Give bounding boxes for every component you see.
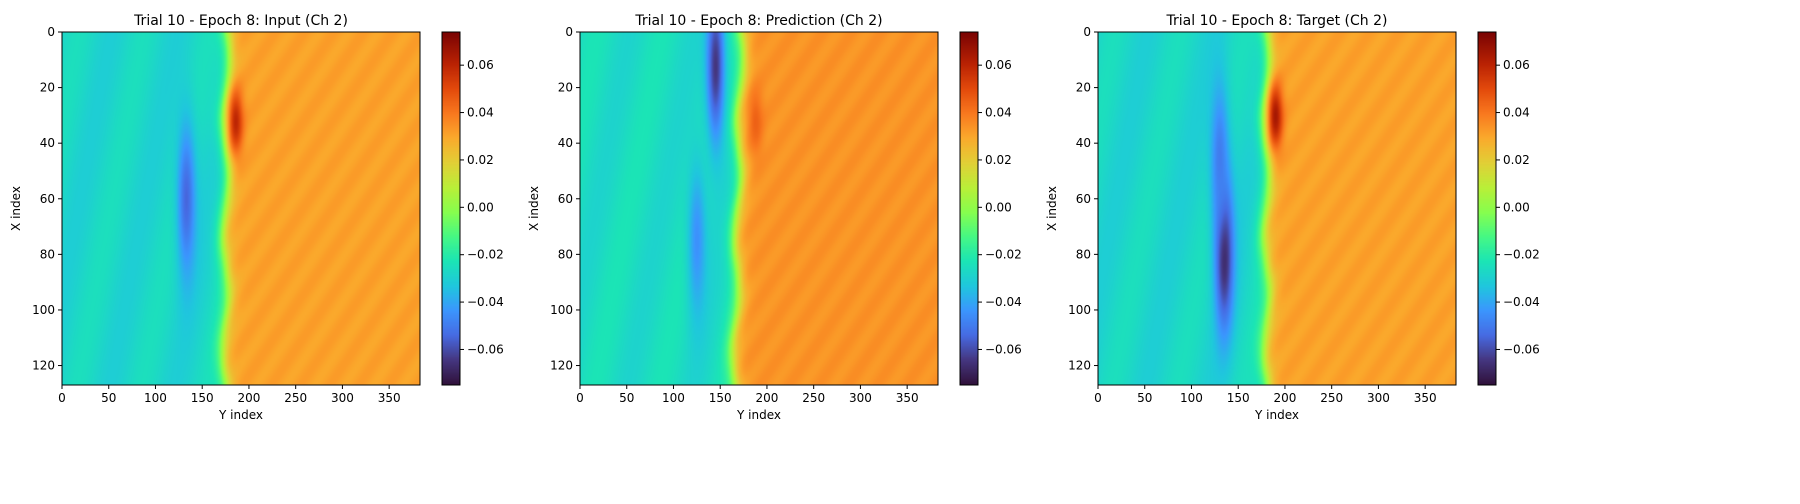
colorbar-tick-label: 0.04 [1503, 106, 1530, 120]
x-tick-label: 250 [284, 391, 307, 405]
colorbar-frame [441, 31, 461, 386]
x-tick-label: 50 [101, 391, 116, 405]
x-tick-label: 100 [1180, 391, 1203, 405]
y-tick-label: 120 [32, 359, 55, 373]
y-tick-label: 100 [1068, 303, 1091, 317]
y-axis-label: X index [1045, 186, 1059, 231]
x-axis-label: Y index [736, 408, 781, 422]
colorbar-tick-label: 0.02 [1503, 153, 1530, 167]
y-tick-label: 120 [1068, 359, 1091, 373]
y-tick-label: 60 [1076, 192, 1091, 206]
x-tick-label: 300 [1367, 391, 1390, 405]
colorbar-tick-label: 0.06 [985, 58, 1012, 72]
x-tick-label: 200 [1273, 391, 1296, 405]
y-tick-label: 80 [558, 247, 573, 261]
colorbar-frame [959, 31, 979, 386]
y-tick-label: 40 [1076, 136, 1091, 150]
y-tick-label: 60 [40, 192, 55, 206]
x-tick-label: 250 [802, 391, 825, 405]
colorbar-tick-label: 0.04 [985, 106, 1012, 120]
colorbar-frame [1477, 31, 1497, 386]
x-axis-label: Y index [1254, 408, 1299, 422]
colorbar-tick-label: 0.02 [985, 153, 1012, 167]
colorbar-tick-label: −0.02 [1503, 248, 1540, 262]
x-tick-label: 350 [896, 391, 919, 405]
x-tick-label: 0 [1094, 391, 1102, 405]
y-tick-label: 0 [47, 25, 55, 39]
plot-frame [1097, 31, 1457, 386]
colorbar-tick-label: −0.06 [985, 342, 1022, 356]
heatmap-image [62, 32, 420, 385]
chart-title: Trial 10 - Epoch 8: Input (Ch 2) [133, 13, 348, 29]
y-tick-label: 20 [558, 81, 573, 95]
y-tick-label: 80 [40, 247, 55, 261]
y-tick-label: 60 [558, 192, 573, 206]
chart-title: Trial 10 - Epoch 8: Prediction (Ch 2) [634, 13, 882, 29]
x-tick-label: 350 [1414, 391, 1437, 405]
x-tick-label: 300 [331, 391, 354, 405]
colorbar-tick-label: 0.06 [467, 58, 494, 72]
y-tick-label: 100 [32, 303, 55, 317]
colorbar-tick-label: −0.04 [1503, 295, 1540, 309]
y-tick-label: 0 [565, 25, 573, 39]
colorbar-tick-label: −0.02 [985, 248, 1022, 262]
colorbar-tick-label: −0.06 [467, 342, 504, 356]
heatmap-panel-3: Trial 10 - Epoch 8: Target (Ch 2) 0 50 100 1… [1045, 13, 1540, 422]
colorbar-tick-label: 0.00 [1503, 200, 1530, 214]
plot-frame [579, 31, 939, 386]
y-tick-label: 80 [1076, 247, 1091, 261]
x-tick-label: 150 [1227, 391, 1250, 405]
y-axis-label: X index [9, 186, 23, 231]
colorbar-tick-label: −0.04 [985, 295, 1022, 309]
y-tick-label: 40 [558, 136, 573, 150]
y-tick-label: 40 [40, 136, 55, 150]
y-tick-label: 100 [550, 303, 573, 317]
heatmap-image [1098, 32, 1456, 385]
x-tick-label: 150 [709, 391, 732, 405]
x-tick-label: 50 [619, 391, 634, 405]
colorbar-tick-label: 0.00 [985, 200, 1012, 214]
y-tick-label: 20 [40, 81, 55, 95]
colorbar-tick-label: 0.02 [467, 153, 494, 167]
colorbar-tick-label: 0.06 [1503, 58, 1530, 72]
colorbar-tick-label: −0.06 [1503, 342, 1540, 356]
x-tick-label: 200 [237, 391, 260, 405]
y-axis-label: X index [527, 186, 541, 231]
heatmap-panel-2: Trial 10 - Epoch 8: Prediction (Ch 2) 0 50… [527, 13, 1022, 422]
x-tick-label: 300 [849, 391, 872, 405]
x-tick-label: 150 [191, 391, 214, 405]
y-tick-label: 0 [1083, 25, 1091, 39]
colorbar-tick-label: −0.02 [467, 248, 504, 262]
x-tick-label: 100 [144, 391, 167, 405]
colorbar [442, 32, 460, 385]
heatmap-image [580, 32, 938, 385]
y-tick-label: 20 [1076, 81, 1091, 95]
chart-title: Trial 10 - Epoch 8: Target (Ch 2) [1166, 13, 1388, 29]
x-tick-label: 0 [576, 391, 584, 405]
colorbar [960, 32, 978, 385]
colorbar [1478, 32, 1496, 385]
heatmap-panel-1: Trial 10 - Epoch 8: Input (Ch 2) 0 50 100 15… [9, 13, 504, 422]
x-tick-label: 200 [755, 391, 778, 405]
colorbar-tick-label: −0.04 [467, 295, 504, 309]
colorbar-tick-label: 0.00 [467, 200, 494, 214]
y-tick-label: 120 [550, 359, 573, 373]
x-tick-label: 250 [1320, 391, 1343, 405]
plot-frame [61, 31, 421, 386]
colorbar-tick-label: 0.04 [467, 106, 494, 120]
x-tick-label: 50 [1137, 391, 1152, 405]
x-tick-label: 350 [378, 391, 401, 405]
x-tick-label: 100 [662, 391, 685, 405]
x-axis-label: Y index [218, 408, 263, 422]
x-tick-label: 0 [58, 391, 66, 405]
